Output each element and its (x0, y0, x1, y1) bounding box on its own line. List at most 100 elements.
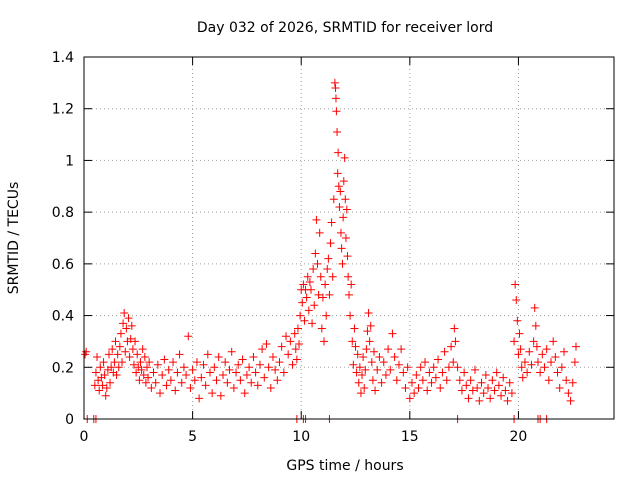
data-point (513, 316, 522, 325)
data-point (529, 337, 538, 346)
data-point (347, 280, 356, 289)
data-point (284, 350, 293, 359)
data-point (354, 378, 363, 387)
data-point (232, 368, 241, 377)
data-point (394, 360, 403, 369)
data-point (296, 311, 305, 320)
data-point (100, 371, 109, 380)
data-point (510, 337, 519, 346)
data-point (91, 368, 100, 377)
y-tick-label: 0.8 (52, 205, 74, 221)
data-point (112, 371, 121, 380)
data-point (384, 345, 393, 354)
data-point (429, 363, 438, 372)
data-point (275, 358, 284, 367)
data-point (249, 352, 258, 361)
data-point (364, 308, 373, 317)
data-point (153, 360, 162, 369)
data-point (462, 381, 471, 390)
data-point (366, 321, 375, 330)
data-point (227, 347, 236, 356)
data-point (421, 358, 430, 367)
data-point (348, 337, 357, 346)
data-point (312, 215, 321, 224)
data-point (352, 368, 361, 377)
data-point (344, 272, 353, 281)
data-point (531, 321, 540, 330)
data-point (351, 342, 360, 351)
data-point (363, 327, 372, 336)
data-point (229, 383, 238, 392)
data-point (317, 324, 326, 333)
data-point (449, 358, 458, 367)
data-point (365, 337, 374, 346)
data-point (145, 358, 154, 367)
data-point (131, 337, 140, 346)
data-point (120, 308, 129, 317)
data-point (499, 373, 508, 382)
data-point (336, 187, 345, 196)
data-point (560, 347, 569, 356)
x-tick-label: 20 (510, 429, 528, 445)
data-point (379, 358, 388, 367)
data-point (164, 365, 173, 374)
data-point (570, 358, 579, 367)
data-point (407, 378, 416, 387)
data-point (341, 195, 350, 204)
data-point (111, 337, 120, 346)
data-point (90, 381, 99, 390)
data-point (329, 195, 338, 204)
data-point (288, 360, 297, 369)
data-point (392, 376, 401, 385)
data-point (121, 347, 130, 356)
data-point (129, 360, 138, 369)
data-point (533, 358, 542, 367)
data-point (566, 396, 575, 405)
data-point (135, 376, 144, 385)
data-point (156, 389, 165, 398)
data-point (169, 358, 178, 367)
data-point (562, 376, 571, 385)
data-point (460, 368, 469, 377)
data-point (490, 386, 499, 395)
x-tick-label: 10 (292, 429, 310, 445)
data-point (477, 378, 486, 387)
data-point (310, 301, 319, 310)
data-point (361, 365, 370, 374)
data-point (470, 365, 479, 374)
y-tick-label: 0.2 (52, 360, 74, 376)
data-point (108, 345, 117, 354)
x-tick-label: 5 (188, 429, 197, 445)
data-point (247, 378, 256, 387)
data-point (457, 386, 466, 395)
data-point (346, 311, 355, 320)
data-point (162, 381, 171, 390)
data-point (271, 365, 280, 374)
data-point (373, 365, 382, 374)
data-point (427, 378, 436, 387)
data-point (440, 347, 449, 356)
y-axis-label: SRMTID / TECUs (6, 182, 22, 295)
data-point (547, 358, 556, 367)
data-point (104, 350, 113, 359)
y-tick-label: 0.6 (52, 257, 74, 273)
data-point (551, 352, 560, 361)
data-point (358, 371, 367, 380)
data-point (473, 383, 482, 392)
data-point (450, 324, 459, 333)
data-point (190, 376, 199, 385)
data-point (197, 373, 206, 382)
data-point (114, 363, 123, 372)
data-point (201, 381, 210, 390)
data-point (343, 252, 352, 261)
data-point (328, 272, 337, 281)
data-point (309, 265, 318, 274)
data-point (507, 389, 516, 398)
data-point (266, 383, 275, 392)
data-point (223, 378, 232, 387)
data-point (488, 376, 497, 385)
data-point (494, 381, 503, 390)
y-tick-label: 0 (65, 412, 74, 428)
data-points (81, 78, 580, 423)
data-point (523, 368, 532, 377)
